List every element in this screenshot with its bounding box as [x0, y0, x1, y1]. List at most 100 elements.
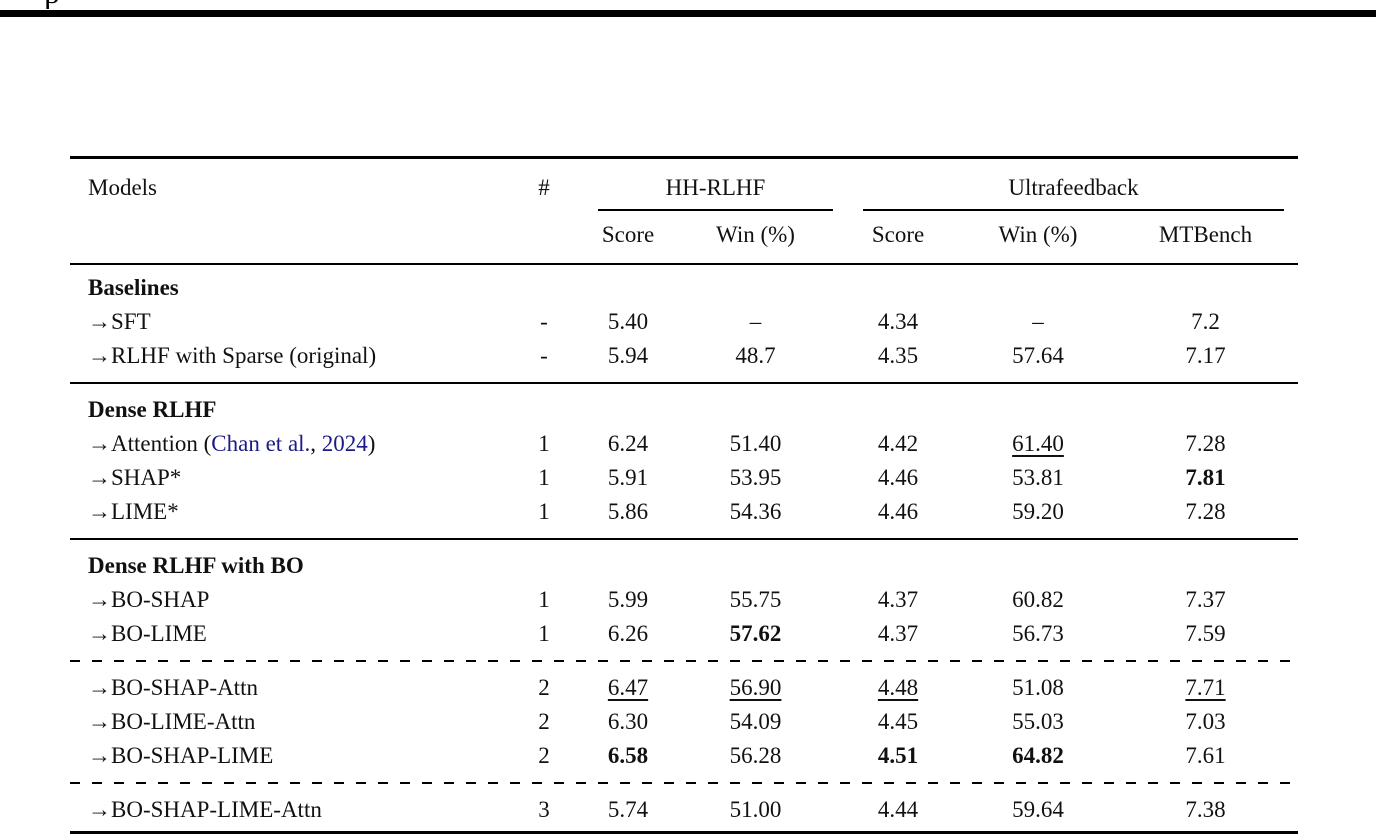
cell-hh-score: 5.74 — [578, 793, 678, 827]
table-top-spacer — [70, 264, 1298, 271]
cell-uf-score: 4.45 — [833, 705, 963, 739]
cell-count: 2 — [510, 705, 578, 739]
cell-mtbench: 7.03 — [1113, 705, 1298, 739]
model-name: →BO-SHAP-LIME — [70, 739, 510, 773]
cell-uf-win: 59.20 — [963, 495, 1113, 529]
cell-value: 48.7 — [735, 343, 776, 368]
model-name: →BO-LIME-Attn — [70, 705, 510, 739]
cell-uf-score: 4.42 — [833, 427, 963, 461]
cell-value: 5.74 — [607, 797, 649, 822]
cell-value: 59.64 — [1012, 797, 1064, 822]
cell-mtbench: 7.59 — [1113, 617, 1298, 651]
col-header-hh-score: Score — [578, 211, 678, 265]
cell-value: 53.95 — [729, 465, 782, 490]
model-name: →RLHF with Sparse (original) — [70, 339, 510, 373]
cell-value: – — [1032, 309, 1044, 334]
cell-value: 54.09 — [729, 709, 782, 734]
cell-hh-win: 51.40 — [678, 427, 833, 461]
cell-mtbench: 7.17 — [1113, 339, 1298, 373]
cell-uf-score: 4.37 — [833, 583, 963, 617]
col-header-uf-win: Win (%) — [963, 211, 1113, 265]
cell-value: 53.81 — [1012, 465, 1064, 490]
model-name-text: →BO-LIME — [88, 621, 207, 646]
cell-value: 4.48 — [877, 675, 919, 700]
cell-hh-win: – — [678, 305, 833, 339]
cell-mtbench: 7.38 — [1113, 793, 1298, 827]
cell-value: 55.03 — [1012, 709, 1064, 734]
cell-value: 7.28 — [1185, 431, 1226, 456]
cell-value: 56.73 — [1012, 621, 1064, 646]
cell-hh-win: 56.28 — [678, 739, 833, 773]
results-table-body: Baselines →SFT - 5.40 – 4.34 – 7.2 →RLHF with Sp… — [70, 264, 1298, 833]
cell-count: 1 — [510, 583, 578, 617]
cell-value: 4.37 — [877, 621, 919, 646]
model-name-text: →BO-SHAP-Attn — [88, 675, 258, 700]
model-name: →BO-SHAP-Attn — [70, 671, 510, 705]
model-name-text: , — [310, 431, 322, 456]
table-row: →SFT - 5.40 – 4.34 – 7.2 — [70, 305, 1298, 339]
cell-uf-win: 60.82 — [963, 583, 1113, 617]
section-title-row: Dense RLHF with BO — [70, 549, 1298, 583]
cell-mtbench: 7.61 — [1113, 739, 1298, 773]
cell-value: 56.90 — [729, 675, 782, 700]
cell-hh-win: 54.09 — [678, 705, 833, 739]
cell-count: 1 — [510, 427, 578, 461]
cell-value: 7.71 — [1185, 675, 1226, 700]
citation-link[interactable]: 2024 — [321, 431, 368, 456]
cell-hh-score: 5.91 — [578, 461, 678, 495]
table-row: →LIME* 1 5.86 54.36 4.46 59.20 7.28 — [70, 495, 1298, 529]
cell-count: 1 — [510, 461, 578, 495]
model-name-text: →SHAP* — [88, 465, 182, 490]
model-name-text: →RLHF with Sparse (original) — [88, 343, 377, 368]
cell-value: 5.91 — [607, 465, 649, 490]
cell-mtbench: 7.28 — [1113, 495, 1298, 529]
citation-link[interactable]: Chan et al. — [211, 431, 311, 456]
cell-value: 2 — [538, 743, 550, 768]
cell-value: 7.61 — [1185, 743, 1226, 768]
col-header-count: # — [510, 157, 578, 265]
cell-hh-win: 57.62 — [678, 617, 833, 651]
cell-value: 5.99 — [607, 587, 649, 612]
cell-value: 6.30 — [607, 709, 649, 734]
cell-value: 6.47 — [607, 675, 649, 700]
col-group-ultrafeedback: Ultrafeedback — [833, 158, 1298, 211]
cell-count: - — [510, 305, 578, 339]
section-divider-cell — [70, 773, 1298, 793]
cell-hh-win: 48.7 — [678, 339, 833, 373]
section-divider — [70, 373, 1298, 393]
cell-hh-score: 5.40 — [578, 305, 678, 339]
model-name-text: →BO-SHAP — [88, 587, 210, 612]
cell-value: 7.37 — [1185, 587, 1226, 612]
cell-value: 1 — [538, 465, 550, 490]
section-title: Baselines — [88, 275, 179, 300]
model-name-text: →BO-SHAP-LIME — [88, 743, 274, 768]
table-top-spacer-cell — [70, 264, 1298, 271]
model-name-text: ) — [367, 431, 376, 456]
table-row: →Attention (Chan et al., 2024) 1 6.24 51.40… — [70, 427, 1298, 461]
table-row: →SHAP* 1 5.91 53.95 4.46 53.81 7.81 — [70, 461, 1298, 495]
cell-value: 2 — [538, 709, 550, 734]
cell-value: 7.81 — [1185, 465, 1226, 490]
cell-value: 64.82 — [1012, 743, 1064, 768]
cell-value: 57.62 — [729, 621, 782, 646]
cell-value: 7.03 — [1185, 709, 1226, 734]
cell-value: 51.00 — [729, 797, 782, 822]
cell-value: 4.46 — [877, 499, 919, 524]
model-name: →SFT — [70, 305, 510, 339]
cell-value: 6.58 — [607, 743, 649, 768]
model-name-text: →BO-LIME-Attn — [88, 709, 256, 734]
cell-value: 51.40 — [729, 431, 782, 456]
table-row: →BO-SHAP 1 5.99 55.75 4.37 60.82 7.37 — [70, 583, 1298, 617]
cell-hh-score: 5.94 — [578, 339, 678, 373]
cell-value: 54.36 — [729, 499, 782, 524]
cell-value: 61.40 — [1012, 431, 1064, 456]
cell-hh-score: 6.30 — [578, 705, 678, 739]
table-row: →BO-SHAP-LIME 2 6.58 56.28 4.51 64.82 7.61 — [70, 739, 1298, 773]
col-header-models: Models — [70, 157, 510, 265]
model-name-text: →SFT — [88, 309, 151, 334]
cell-value: - — [540, 343, 548, 368]
cell-hh-score: 5.86 — [578, 495, 678, 529]
cell-value: 51.08 — [1012, 675, 1064, 700]
cell-uf-win: 56.73 — [963, 617, 1113, 651]
cell-value: 1 — [538, 587, 550, 612]
